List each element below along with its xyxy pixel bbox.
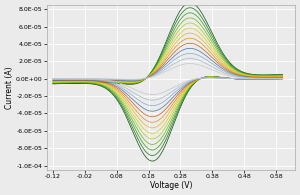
- X-axis label: Voltage (V): Voltage (V): [150, 181, 192, 190]
- Y-axis label: Current (A): Current (A): [5, 66, 14, 109]
